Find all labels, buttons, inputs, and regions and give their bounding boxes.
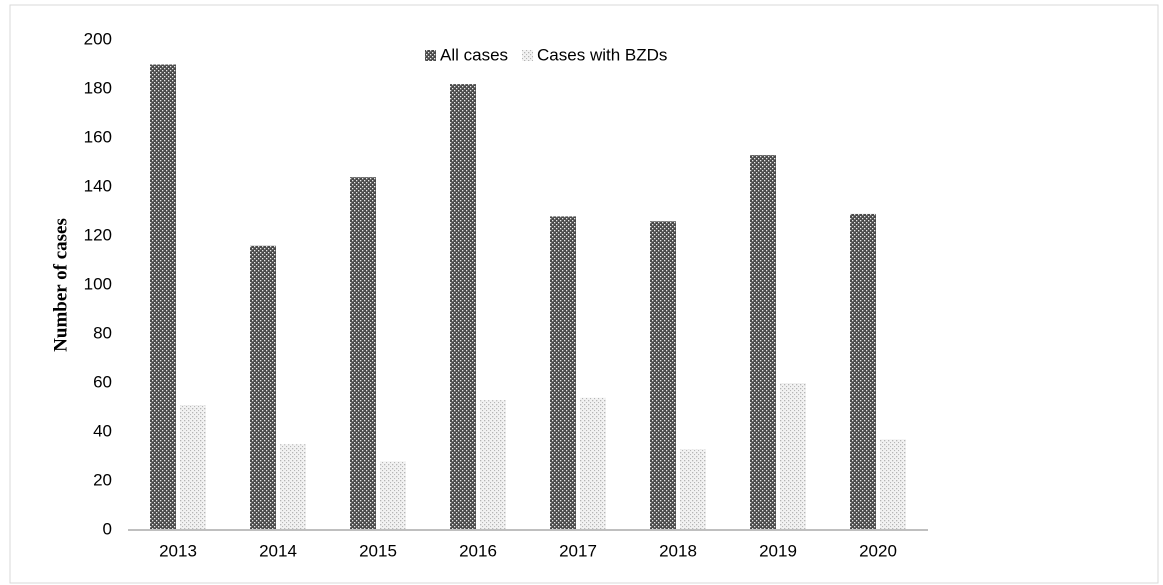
- legend-swatch: [425, 50, 436, 61]
- x-tick-label: 2017: [559, 541, 597, 560]
- y-tick-label: 60: [93, 372, 112, 391]
- y-tick-label: 200: [84, 29, 112, 48]
- y-axis-label: Number of cases: [50, 218, 71, 352]
- y-tick-label: 140: [84, 176, 112, 195]
- bar: [380, 461, 406, 530]
- bar: [450, 84, 476, 530]
- x-tick-label: 2014: [259, 541, 297, 560]
- y-tick-label: 180: [84, 78, 112, 97]
- x-tick-label: 2015: [359, 541, 397, 560]
- y-tick-label: 40: [93, 421, 112, 440]
- bar: [550, 216, 576, 530]
- bar: [650, 221, 676, 531]
- x-tick-label: 2018: [659, 541, 697, 560]
- x-tick-label: 2016: [459, 541, 497, 560]
- bar: [250, 245, 276, 531]
- bar: [750, 155, 776, 530]
- y-tick-label: 160: [84, 127, 112, 146]
- bar: [180, 405, 206, 530]
- legend-label: Cases with BZDs: [537, 45, 667, 64]
- bar: [850, 213, 876, 530]
- legend-label: All cases: [440, 45, 508, 64]
- y-tick-label: 120: [84, 225, 112, 244]
- bar: [150, 64, 176, 530]
- y-tick-label: 20: [93, 470, 112, 489]
- legend-swatch: [522, 50, 534, 61]
- x-tick-label: 2019: [759, 541, 797, 560]
- bar: [680, 449, 706, 530]
- bar: [780, 383, 806, 530]
- x-tick-label: 2020: [859, 541, 897, 560]
- y-tick-label: 80: [93, 323, 112, 342]
- bar: [480, 400, 506, 530]
- y-tick-label: 0: [103, 519, 112, 538]
- x-tick-label: 2013: [159, 541, 197, 560]
- bar: [280, 444, 306, 530]
- bar: [350, 177, 376, 530]
- bar: [880, 439, 906, 530]
- y-tick-label: 100: [84, 274, 112, 293]
- bar: [580, 397, 606, 530]
